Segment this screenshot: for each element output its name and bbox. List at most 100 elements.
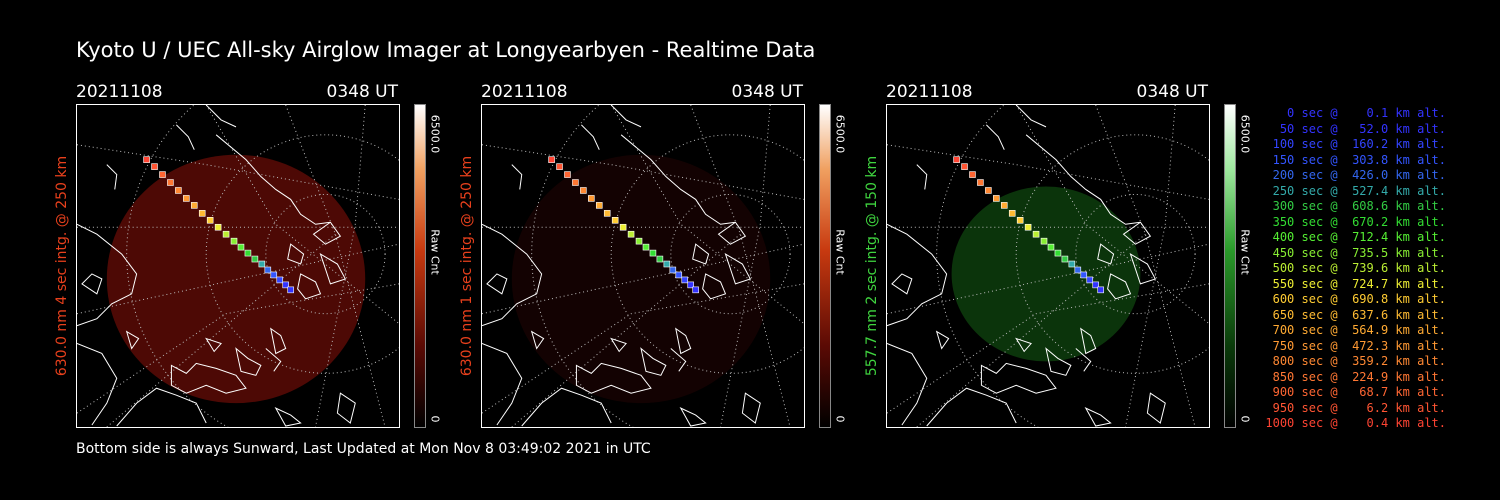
coastline [610, 337, 627, 353]
legend-row: 600 sec @ 690.8 km alt. [1265, 292, 1446, 306]
coastline [620, 134, 736, 225]
coastline [1080, 327, 1097, 355]
latitude-circle [1015, 134, 1209, 374]
imager-panel-557nm-2s: 557.7 nm 2 sec intg. @ 150 km 20211108 0… [864, 82, 1306, 432]
trajectory-legend: 0 sec @ 0.1 km alt. 50 sec @ 52.0 km alt… [1262, 106, 1446, 432]
trajectory-point [969, 171, 976, 178]
trajectory-point [264, 266, 272, 274]
coastline [575, 362, 652, 394]
trajectory-point [627, 230, 635, 238]
panel-side-label: 557.7 nm 2 sec intg. @ 150 km [862, 104, 882, 428]
trajectory-point [572, 179, 579, 186]
trajectory-point [282, 281, 289, 289]
trajectory-point [580, 187, 587, 194]
coastline [1025, 134, 1141, 225]
colorbar-min-label: 0 [833, 415, 847, 423]
coastline [986, 124, 1005, 150]
legend-row: 100 sec @ 160.2 km alt. [1265, 137, 1446, 151]
coastline [610, 105, 642, 128]
trajectory-point [287, 286, 294, 294]
trajectory-point [588, 195, 595, 202]
coastline [265, 348, 282, 372]
trajectory-point [1097, 286, 1104, 294]
grid-line [482, 243, 804, 315]
coastline [670, 348, 687, 372]
latitude-circle [610, 134, 804, 374]
colorbar [414, 104, 426, 428]
coastline [106, 164, 118, 190]
trajectory-point [1000, 202, 1008, 209]
trajectory-point [251, 255, 259, 263]
coastline [935, 330, 950, 350]
trajectory-point [222, 230, 230, 238]
colorbar-min-label: 0 [428, 415, 442, 423]
grid-line [482, 283, 804, 414]
legend-row: 50 sec @ 52.0 km alt. [1265, 121, 1446, 136]
grid-line [887, 243, 1209, 315]
trajectory-point [1061, 255, 1069, 263]
trajectory-point [1054, 249, 1062, 257]
side-label-text: 557.7 nm 2 sec intg. @ 150 km [864, 155, 880, 377]
trajectory-point [692, 286, 699, 294]
coastline [724, 252, 752, 285]
trajectory-point [656, 255, 664, 263]
trajectory-point [635, 237, 643, 245]
trajectory-point [244, 249, 252, 257]
trajectory-point [985, 187, 992, 194]
coastline [916, 164, 928, 190]
trajectory-point [961, 163, 968, 170]
legend-row: 500 sec @ 739.6 km alt. [1265, 261, 1446, 275]
allsky-svg [482, 105, 804, 427]
imager-panel-630nm-4s: 630.0 nm 4 sec intg. @ 250 km 20211108 0… [54, 82, 496, 432]
trajectory-point [556, 163, 563, 170]
trajectory-point [159, 171, 166, 178]
coastline [692, 243, 710, 265]
trajectory-point [595, 202, 603, 209]
coastline [297, 273, 322, 300]
trajectory-point [1086, 276, 1094, 284]
legend-row: 250 sec @ 527.4 km alt. [1265, 183, 1446, 198]
grid-line [690, 105, 791, 427]
coastline [1045, 347, 1072, 376]
colorbar-unit-label: Raw Cnt [833, 229, 847, 275]
grid-line [1095, 105, 1196, 427]
coastline [125, 330, 140, 350]
coastline [1084, 407, 1112, 427]
latitude-circle [265, 193, 386, 315]
allsky-map [481, 104, 805, 428]
trajectory-point [183, 195, 190, 202]
trajectory-point [1080, 271, 1088, 279]
trajectory-point [214, 223, 222, 231]
trajectory-point [649, 249, 657, 257]
trajectory-point [977, 179, 984, 186]
trajectory-point [611, 217, 619, 224]
trajectory-point [1092, 281, 1099, 289]
trajectory-point [687, 281, 694, 289]
legend-row: 150 sec @ 303.8 km alt. [1265, 152, 1446, 167]
coastline [679, 407, 707, 427]
trajectory-point [669, 266, 677, 274]
trajectory-point [1032, 230, 1040, 238]
coastline [640, 347, 667, 376]
coastline [1097, 243, 1115, 265]
legend-row: 850 sec @ 224.9 km alt. [1265, 369, 1446, 384]
footer-note: Bottom side is always Sunward, Last Upda… [76, 441, 651, 457]
coastline [1122, 221, 1152, 245]
coastline [887, 343, 928, 426]
coastline [170, 362, 247, 394]
coastline [926, 387, 1017, 427]
allsky-map [76, 104, 400, 428]
grid-line [285, 105, 386, 427]
panel-date: 20211108 [481, 82, 568, 102]
coastline [1107, 273, 1132, 300]
allsky-svg [887, 105, 1209, 427]
coastline [235, 347, 262, 376]
coastline [1146, 392, 1166, 424]
side-label-text: 630.0 nm 1 sec intg. @ 250 km [459, 155, 475, 377]
trajectory-point [1008, 210, 1016, 217]
airglow-region [511, 154, 771, 404]
coastline [486, 273, 508, 295]
colorbar-max-label: 6500.0 [428, 114, 442, 154]
coastline [482, 223, 543, 327]
grid-line [77, 283, 399, 414]
